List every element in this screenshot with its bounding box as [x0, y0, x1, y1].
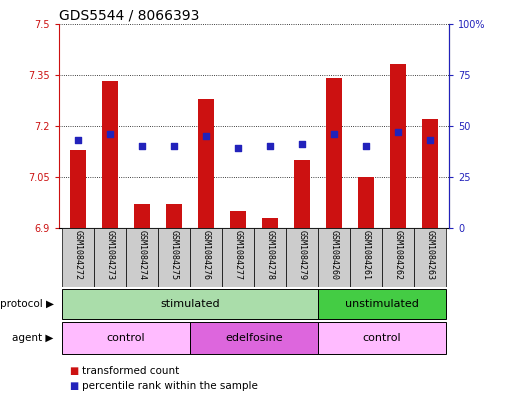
- Text: control: control: [107, 333, 145, 343]
- Text: GSM1084278: GSM1084278: [265, 230, 274, 280]
- Bar: [94, 228, 126, 287]
- Bar: [62, 288, 318, 319]
- Text: unstimulated: unstimulated: [345, 299, 419, 309]
- Text: GSM1084260: GSM1084260: [329, 230, 339, 280]
- Point: [266, 143, 274, 149]
- Point: [393, 129, 402, 135]
- Text: transformed count: transformed count: [82, 366, 180, 376]
- Bar: [70, 150, 86, 228]
- Text: GSM1084263: GSM1084263: [425, 230, 434, 280]
- Text: GSM1084273: GSM1084273: [106, 230, 114, 280]
- Text: GSM1084275: GSM1084275: [169, 230, 179, 280]
- Text: control: control: [363, 333, 401, 343]
- Bar: [134, 204, 150, 228]
- Bar: [254, 228, 286, 287]
- Point: [74, 137, 82, 143]
- Point: [202, 133, 210, 139]
- Bar: [422, 119, 438, 228]
- Text: edelfosine: edelfosine: [225, 333, 283, 343]
- Bar: [62, 322, 190, 354]
- Text: GDS5544 / 8066393: GDS5544 / 8066393: [59, 8, 200, 22]
- Point: [362, 143, 370, 149]
- Text: GSM1084279: GSM1084279: [298, 230, 306, 280]
- Text: percentile rank within the sample: percentile rank within the sample: [82, 381, 258, 391]
- Bar: [198, 99, 214, 228]
- Bar: [390, 64, 406, 228]
- Point: [106, 131, 114, 137]
- Point: [426, 137, 434, 143]
- Point: [138, 143, 146, 149]
- Point: [170, 143, 178, 149]
- Bar: [286, 228, 318, 287]
- Text: GSM1084261: GSM1084261: [361, 230, 370, 280]
- Bar: [382, 228, 413, 287]
- Bar: [190, 322, 318, 354]
- Text: GSM1084274: GSM1084274: [137, 230, 147, 280]
- Bar: [318, 228, 350, 287]
- Bar: [166, 204, 182, 228]
- Bar: [230, 211, 246, 228]
- Text: GSM1084272: GSM1084272: [74, 230, 83, 280]
- Bar: [326, 78, 342, 228]
- Text: agent ▶: agent ▶: [12, 333, 54, 343]
- Text: ■: ■: [69, 366, 78, 376]
- Bar: [102, 81, 118, 228]
- Bar: [294, 160, 310, 228]
- Bar: [262, 218, 278, 228]
- Bar: [126, 228, 158, 287]
- Text: GSM1084276: GSM1084276: [202, 230, 210, 280]
- Bar: [350, 228, 382, 287]
- Text: GSM1084262: GSM1084262: [393, 230, 402, 280]
- Bar: [318, 288, 446, 319]
- Text: ■: ■: [69, 381, 78, 391]
- Text: GSM1084277: GSM1084277: [233, 230, 243, 280]
- Point: [330, 131, 338, 137]
- Bar: [158, 228, 190, 287]
- Text: stimulated: stimulated: [160, 299, 220, 309]
- Bar: [62, 228, 94, 287]
- Bar: [222, 228, 254, 287]
- Point: [234, 145, 242, 151]
- Point: [298, 141, 306, 147]
- Bar: [190, 228, 222, 287]
- Text: protocol ▶: protocol ▶: [0, 299, 54, 309]
- Bar: [358, 177, 374, 228]
- Bar: [413, 228, 446, 287]
- Bar: [318, 322, 446, 354]
